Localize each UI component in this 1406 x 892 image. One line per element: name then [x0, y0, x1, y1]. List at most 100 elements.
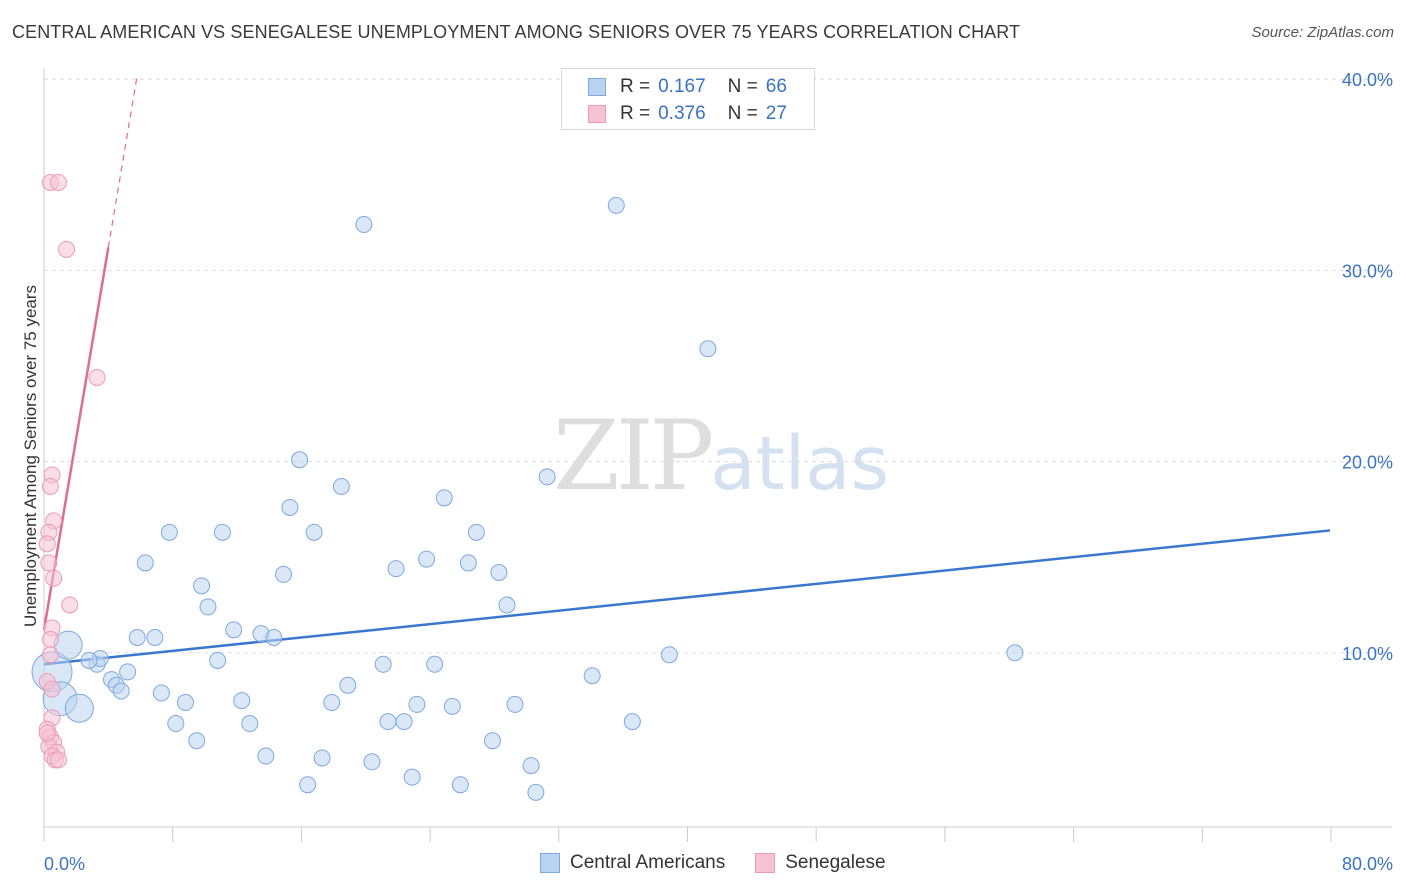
legend-row-central-americans: R = 0.167 N = 66 [588, 75, 787, 99]
data-point-central-americans [233, 692, 251, 710]
legend-r-value: 0.167 [658, 76, 706, 97]
data-point-senegalese [45, 569, 63, 587]
data-point-central-americans [291, 451, 309, 469]
data-point-central-americans [426, 655, 444, 673]
data-point-senegalese [41, 630, 59, 648]
data-point-central-americans [538, 468, 556, 486]
x-tick-label: 80.0% [1342, 854, 1393, 874]
data-point-central-americans [506, 695, 524, 713]
data-point-central-americans [408, 695, 426, 713]
data-point-senegalese [49, 751, 67, 769]
x-tick-label: 0.0% [44, 854, 85, 874]
data-points [31, 173, 1024, 801]
data-point-central-americans [467, 523, 485, 541]
data-point-central-americans [209, 651, 227, 669]
data-point-central-americans [119, 663, 137, 681]
grid-lines [44, 78, 1392, 654]
data-point-central-americans [275, 565, 293, 583]
data-point-senegalese [41, 477, 59, 495]
data-point-central-americans [323, 694, 341, 712]
data-point-central-americans [522, 757, 540, 775]
legend-label-central-americans: Central Americans [570, 852, 726, 873]
data-point-central-americans [443, 697, 461, 715]
tick-labels: 10.0% 20.0% 30.0% 40.0% 0.0% 80.0% [44, 70, 1393, 874]
data-point-central-americans [128, 629, 146, 647]
data-point-central-americans [241, 715, 259, 733]
data-point-central-americans [583, 667, 601, 685]
data-point-senegalese [61, 596, 79, 614]
legend-n-label: N = [727, 103, 758, 124]
data-point-central-americans [112, 682, 130, 700]
data-point-central-americans [339, 676, 357, 694]
data-point-senegalese [38, 724, 56, 742]
y-axis-label: Unemployment Among Seniors over 75 years [21, 285, 40, 627]
legend-n-value: 66 [765, 76, 787, 97]
chart-title: CENTRAL AMERICAN VS SENEGALESE UNEMPLOYM… [12, 22, 1021, 42]
data-point-senegalese [43, 680, 61, 698]
data-point-central-americans [299, 776, 317, 794]
trend-lines [42, 75, 1331, 666]
data-point-central-americans [379, 713, 397, 731]
data-point-central-americans [146, 629, 164, 647]
data-point-senegalese [40, 554, 58, 572]
data-point-central-americans [387, 560, 405, 578]
data-point-central-americans [660, 646, 678, 664]
legend-r-label: R = [620, 76, 651, 97]
data-point-central-americans [451, 776, 469, 794]
data-point-central-americans [225, 621, 243, 639]
legend-swatch-central-americans [540, 853, 560, 873]
legend-swatch-central-americans [588, 78, 606, 96]
data-point-central-americans [459, 554, 477, 572]
legend-item-central-americans[interactable]: Central Americans [540, 852, 725, 874]
data-point-central-americans [607, 196, 625, 214]
data-point-central-americans [305, 523, 323, 541]
y-tick-label: 30.0% [1342, 261, 1393, 281]
data-point-central-americans [281, 498, 299, 516]
data-point-senegalese [88, 368, 106, 386]
data-point-senegalese [58, 240, 76, 258]
watermark: ZIPatlas [553, 400, 889, 512]
y-tick-label: 20.0% [1342, 453, 1393, 473]
legend-row-senegalese: R = 0.376 N = 27 [588, 102, 787, 126]
data-point-central-americans [257, 747, 275, 765]
data-point-central-americans [136, 554, 154, 572]
trend-line-extension-senegalese [107, 75, 138, 248]
legend-item-senegalese[interactable]: Senegalese [755, 852, 886, 874]
legend-swatch-senegalese [588, 105, 606, 123]
data-point-central-americans [176, 694, 194, 712]
data-point-central-americans [483, 732, 501, 750]
data-point-central-americans [699, 340, 717, 358]
data-point-central-americans [435, 489, 453, 507]
data-point-central-americans [265, 629, 283, 647]
data-point-central-americans [313, 749, 331, 767]
data-point-central-americans [332, 477, 350, 495]
correlation-legend: R = 0.167 N = 66 R = 0.376 N = 27 [561, 68, 815, 130]
data-point-senegalese [41, 646, 59, 664]
data-point-central-americans [623, 713, 641, 731]
data-point-central-americans [498, 596, 516, 614]
data-point-central-americans [152, 684, 170, 702]
data-point-central-americans [199, 598, 217, 616]
source-label: Source: ZipAtlas.com [1251, 24, 1394, 41]
legend-r-value: 0.376 [658, 103, 706, 124]
data-point-central-americans [160, 523, 178, 541]
data-point-central-americans [363, 753, 381, 771]
data-point-central-americans [64, 693, 94, 723]
y-tick-label: 40.0% [1342, 70, 1393, 90]
data-point-central-americans [213, 523, 231, 541]
data-point-central-americans [527, 783, 545, 801]
data-point-central-americans [1006, 644, 1024, 662]
data-point-central-americans [188, 732, 206, 750]
data-point-central-americans [395, 713, 413, 731]
series-legend: Central Americans Senegalese [540, 852, 916, 874]
data-point-senegalese [38, 535, 56, 553]
data-point-central-americans [403, 768, 421, 786]
y-tick-label: 10.0% [1342, 644, 1393, 664]
data-point-central-americans [80, 651, 98, 669]
data-point-central-americans [374, 655, 392, 673]
data-point-central-americans [193, 577, 211, 595]
data-point-central-americans [355, 216, 373, 234]
legend-r-label: R = [620, 103, 651, 124]
legend-n-value: 27 [765, 103, 787, 124]
